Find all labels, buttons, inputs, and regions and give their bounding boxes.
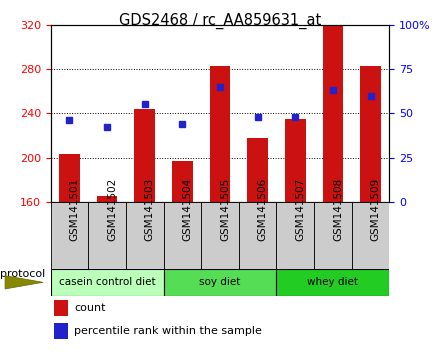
Text: soy diet: soy diet — [199, 277, 241, 287]
Bar — [97, 196, 117, 202]
Text: GSM141501: GSM141501 — [70, 178, 80, 241]
Text: GDS2468 / rc_AA859631_at: GDS2468 / rc_AA859631_at — [119, 12, 321, 29]
Text: GSM141508: GSM141508 — [333, 178, 343, 241]
Bar — [276, 269, 389, 296]
Bar — [172, 161, 193, 202]
Bar — [323, 25, 343, 202]
Bar — [51, 202, 88, 269]
Text: GSM141506: GSM141506 — [258, 178, 268, 241]
Text: count: count — [74, 303, 106, 314]
Text: GSM141504: GSM141504 — [182, 178, 192, 241]
Bar — [54, 300, 68, 316]
Text: GSM141503: GSM141503 — [145, 178, 155, 241]
Bar — [285, 119, 306, 202]
Text: GSM141509: GSM141509 — [370, 178, 381, 241]
Bar — [239, 202, 276, 269]
Text: casein control diet: casein control diet — [59, 277, 155, 287]
Bar — [314, 202, 352, 269]
Text: percentile rank within the sample: percentile rank within the sample — [74, 326, 262, 337]
Bar — [164, 202, 201, 269]
Bar — [134, 109, 155, 202]
Text: whey diet: whey diet — [308, 277, 359, 287]
Polygon shape — [5, 276, 43, 289]
Bar — [209, 66, 231, 202]
Bar — [201, 202, 239, 269]
Bar — [51, 269, 164, 296]
Bar — [247, 138, 268, 202]
Bar — [54, 323, 68, 339]
Text: GSM141502: GSM141502 — [107, 178, 117, 241]
Bar — [126, 202, 164, 269]
Text: GSM141507: GSM141507 — [295, 178, 305, 241]
Bar — [360, 66, 381, 202]
Text: protocol: protocol — [0, 269, 45, 279]
Text: GSM141505: GSM141505 — [220, 178, 230, 241]
Bar — [59, 154, 80, 202]
Bar — [352, 202, 389, 269]
Bar — [276, 202, 314, 269]
Bar — [164, 269, 276, 296]
Bar — [88, 202, 126, 269]
